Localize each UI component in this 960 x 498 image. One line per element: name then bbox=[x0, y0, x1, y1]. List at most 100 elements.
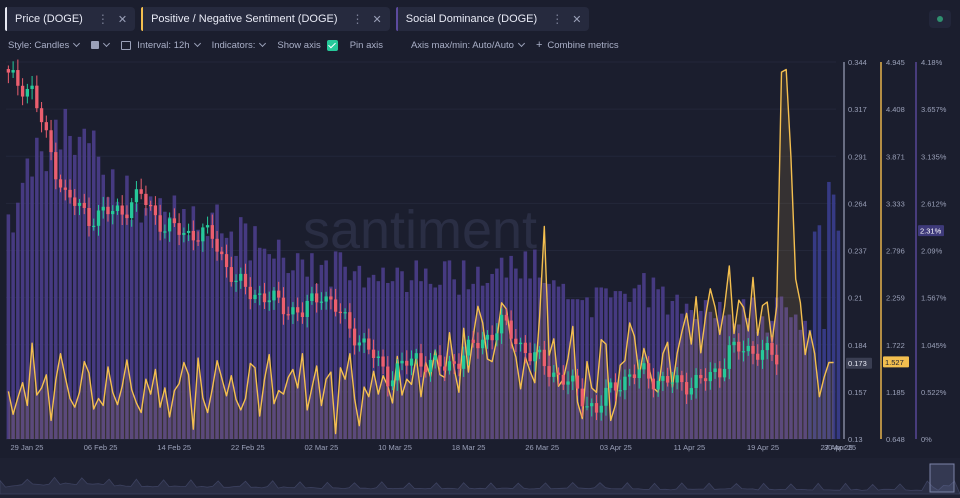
candle-body bbox=[115, 205, 120, 211]
dominance-bar bbox=[35, 137, 39, 439]
candle-body bbox=[220, 251, 224, 255]
dominance-bar bbox=[68, 135, 72, 439]
candle-body bbox=[741, 351, 746, 353]
dominance-bar bbox=[115, 201, 120, 439]
candle-body bbox=[613, 382, 618, 391]
candle-body bbox=[665, 376, 670, 383]
dominance-bar bbox=[490, 273, 494, 439]
style-dropdown[interactable]: Style: Candles bbox=[8, 39, 81, 51]
show-axis-toggle[interactable]: Show axis bbox=[277, 39, 338, 51]
candle-body bbox=[637, 369, 641, 379]
candle-body bbox=[480, 339, 485, 349]
dominance-bar bbox=[556, 286, 561, 439]
candle-body bbox=[305, 300, 309, 318]
dominance-bar bbox=[798, 329, 803, 439]
candle-body bbox=[732, 341, 736, 346]
candle-body bbox=[523, 342, 528, 354]
candle-body bbox=[277, 290, 281, 298]
candle-body bbox=[258, 293, 262, 295]
dominance-bar bbox=[134, 203, 139, 439]
tab-social-dominance[interactable]: Social Dominance (DOGE) ⋮ ✕ bbox=[395, 7, 590, 31]
candle-body bbox=[357, 342, 362, 346]
candle-body bbox=[495, 333, 499, 341]
dominance-bar bbox=[675, 294, 679, 439]
dominance-bar bbox=[822, 328, 826, 439]
candle-body bbox=[751, 345, 755, 354]
candle-body bbox=[552, 372, 556, 377]
candle-body bbox=[670, 382, 675, 384]
color-dropdown[interactable] bbox=[91, 39, 111, 49]
dominance-bar bbox=[751, 297, 755, 439]
close-icon[interactable]: ✕ bbox=[117, 13, 128, 26]
more-vertical-icon[interactable]: ⋮ bbox=[551, 12, 563, 26]
candle-body bbox=[125, 214, 129, 219]
indicators-dropdown[interactable]: Indicators: bbox=[212, 40, 267, 51]
interval-label: Interval: 12h bbox=[137, 39, 190, 51]
price-sentiment-chart[interactable]: santiment 0.3440.3170.2910.2640.2370.210… bbox=[0, 58, 960, 456]
candle-body bbox=[296, 307, 300, 313]
dominance-bar bbox=[324, 260, 328, 439]
candle-body bbox=[96, 210, 101, 226]
dominance-bar bbox=[286, 273, 290, 439]
candle-body bbox=[400, 360, 404, 364]
axis-minmax-dropdown[interactable]: Axis max/min: Auto/Auto bbox=[411, 40, 525, 51]
dominance-bar bbox=[267, 254, 271, 439]
tab-sentiment[interactable]: Positive / Negative Sentiment (DOGE) ⋮ ✕ bbox=[141, 7, 390, 31]
dominance-bar bbox=[442, 261, 447, 439]
candle-body bbox=[120, 205, 124, 215]
close-icon[interactable]: ✕ bbox=[572, 13, 582, 26]
x-axis: 29 Jan 25 06 Feb 25 14 Feb 25 22 Feb 25 02 M… bbox=[11, 443, 857, 452]
candle-body bbox=[533, 352, 537, 362]
candle-body bbox=[618, 390, 622, 392]
candle-body bbox=[485, 334, 490, 340]
candle-body bbox=[537, 349, 542, 353]
candle-body bbox=[234, 280, 238, 282]
dominance-bar bbox=[58, 149, 63, 439]
candle-body bbox=[651, 378, 656, 390]
more-vertical-icon[interactable]: ⋮ bbox=[96, 12, 109, 26]
chevron-down-icon bbox=[73, 39, 81, 48]
candle-body bbox=[409, 358, 414, 366]
pin-axis-toggle[interactable]: Pin axis bbox=[350, 40, 383, 51]
pin-axis-label: Pin axis bbox=[349, 39, 383, 51]
timeline-navigator[interactable] bbox=[0, 458, 960, 498]
dominance-bar bbox=[684, 303, 689, 439]
sentiment-line bbox=[7, 68, 834, 439]
dominance-bar bbox=[220, 233, 224, 439]
checkbox-checked-icon[interactable] bbox=[326, 39, 338, 51]
candle-body bbox=[44, 122, 48, 131]
dominance-bar bbox=[6, 214, 11, 439]
candle-body bbox=[566, 381, 570, 385]
dominance-bar bbox=[613, 291, 618, 439]
more-vertical-icon[interactable]: ⋮ bbox=[351, 12, 364, 26]
x-tick-label: 03 Apr 25 bbox=[600, 443, 632, 452]
tab-sentiment-color-bar bbox=[141, 7, 144, 31]
interval-dropdown[interactable]: Interval: 12h bbox=[121, 39, 201, 51]
combine-metrics-button[interactable]: + Combine metrics bbox=[536, 39, 619, 51]
price-tick-label: 0.344 bbox=[848, 58, 867, 67]
style-label: Style: Candles bbox=[8, 39, 70, 51]
candle-body bbox=[447, 361, 452, 371]
candle-body bbox=[101, 206, 105, 211]
dominance-bar bbox=[779, 296, 784, 439]
candle-body bbox=[628, 374, 632, 377]
dominance-bar bbox=[580, 300, 585, 439]
status-indicator[interactable] bbox=[929, 10, 951, 28]
dominance-bar bbox=[352, 271, 357, 439]
close-icon[interactable]: ✕ bbox=[372, 13, 382, 26]
price-candles bbox=[6, 59, 779, 421]
dominance-bar bbox=[295, 253, 300, 439]
candle-body bbox=[144, 193, 148, 206]
tab-price[interactable]: Price (DOGE) ⋮ ✕ bbox=[5, 7, 136, 31]
candle-body bbox=[542, 349, 546, 367]
dominance-bar bbox=[125, 175, 129, 439]
dominance-bar bbox=[234, 255, 238, 439]
price-tick-label: 0.317 bbox=[848, 105, 867, 114]
candle-body bbox=[689, 388, 694, 395]
candle-body bbox=[262, 293, 267, 303]
candle-body bbox=[476, 342, 480, 349]
dominance-tick-label: 3.135% bbox=[921, 152, 947, 161]
candle-body bbox=[746, 345, 750, 352]
candle-body bbox=[82, 202, 86, 208]
candle-body bbox=[63, 187, 67, 190]
